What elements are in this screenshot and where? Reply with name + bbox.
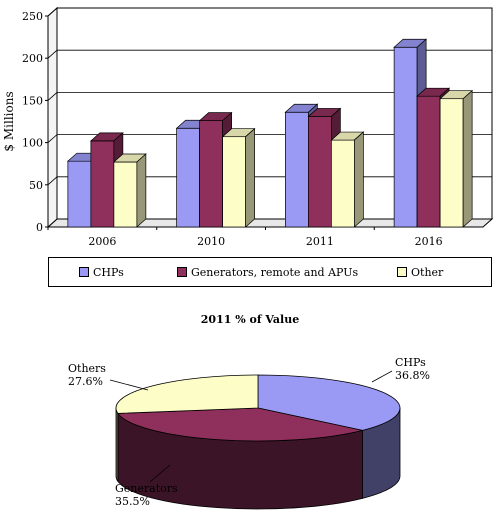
pie-value-others: 27.6% bbox=[68, 375, 103, 388]
pie-label-generators: Generators bbox=[115, 482, 178, 495]
pie-slice-chps bbox=[257, 374, 401, 431]
pie-value-generators: 35.5% bbox=[115, 495, 150, 508]
bar-2010-other bbox=[221, 127, 256, 228]
pie-leader-generators bbox=[149, 464, 171, 483]
bar-front bbox=[393, 46, 418, 228]
bar-front bbox=[90, 140, 115, 228]
legend-label-other: Other bbox=[411, 265, 444, 279]
legend-label-generators: Generators, remote and APUs bbox=[191, 265, 359, 279]
bar-front bbox=[222, 136, 246, 228]
plot-side-wall bbox=[47, 6, 58, 229]
x-tick-label-2011: 2011 bbox=[306, 235, 334, 248]
legend-item-generators: Generators, remote and APUs bbox=[177, 266, 358, 279]
bar-front bbox=[331, 139, 355, 228]
legend-swatch-generators bbox=[177, 267, 187, 277]
legend-item-chps: CHPs bbox=[79, 266, 124, 279]
bar-2006-other bbox=[112, 153, 147, 228]
legend-label-chps: CHPs bbox=[93, 265, 124, 279]
pie-side-others bbox=[115, 407, 119, 483]
x-tick-label-2010: 2010 bbox=[197, 235, 225, 248]
bar-front bbox=[176, 127, 200, 228]
bar-2011-other bbox=[330, 131, 365, 228]
pie-label-chps: CHPs bbox=[395, 356, 426, 369]
bar-side bbox=[462, 89, 473, 228]
gridline-150 bbox=[47, 92, 492, 101]
pie-title: 2011 % of Value bbox=[200, 313, 300, 326]
bar-chart: 0 50 100 150 200 250 $ Millions 2006 2010 2011 201… bbox=[2, 6, 494, 248]
gridline-200 bbox=[47, 49, 492, 59]
pie-value-chps: 36.8% bbox=[395, 369, 430, 382]
pie-slice-generators bbox=[117, 407, 363, 442]
bar-2016-other bbox=[439, 89, 474, 228]
bar-front bbox=[285, 111, 309, 228]
bar-side bbox=[245, 127, 255, 228]
bar-side bbox=[136, 153, 147, 228]
x-tick-label-2006: 2006 bbox=[88, 235, 116, 248]
bar-side bbox=[354, 131, 364, 228]
bar-front bbox=[113, 161, 138, 228]
pie-leader-others bbox=[109, 379, 149, 391]
y-tick-label-0: 0 bbox=[36, 221, 43, 234]
bar-front bbox=[199, 120, 223, 228]
pie-label-others: Others bbox=[68, 362, 106, 375]
bar-front bbox=[416, 95, 441, 228]
pie-leader-chps bbox=[371, 370, 393, 383]
bar-front bbox=[439, 98, 464, 228]
y-axis-label: $ Millions bbox=[2, 91, 16, 151]
bar-front bbox=[67, 160, 92, 228]
x-tick-label-2016: 2016 bbox=[415, 235, 443, 248]
y-tick-label-150: 150 bbox=[22, 94, 43, 107]
legend-swatch-chps bbox=[79, 267, 89, 277]
y-tick-label-200: 200 bbox=[22, 52, 43, 65]
gridline-250 bbox=[47, 7, 492, 17]
y-tick-label-50: 50 bbox=[29, 179, 43, 192]
legend-item-other: Other bbox=[397, 266, 443, 279]
y-tick-label-250: 250 bbox=[22, 10, 43, 23]
bar-front bbox=[308, 116, 332, 228]
bar-legend: CHPs Generators, remote and APUs Other bbox=[48, 257, 492, 287]
legend-swatch-other bbox=[397, 267, 407, 277]
pie-slice-others bbox=[115, 374, 259, 414]
y-tick-label-100: 100 bbox=[22, 137, 43, 150]
